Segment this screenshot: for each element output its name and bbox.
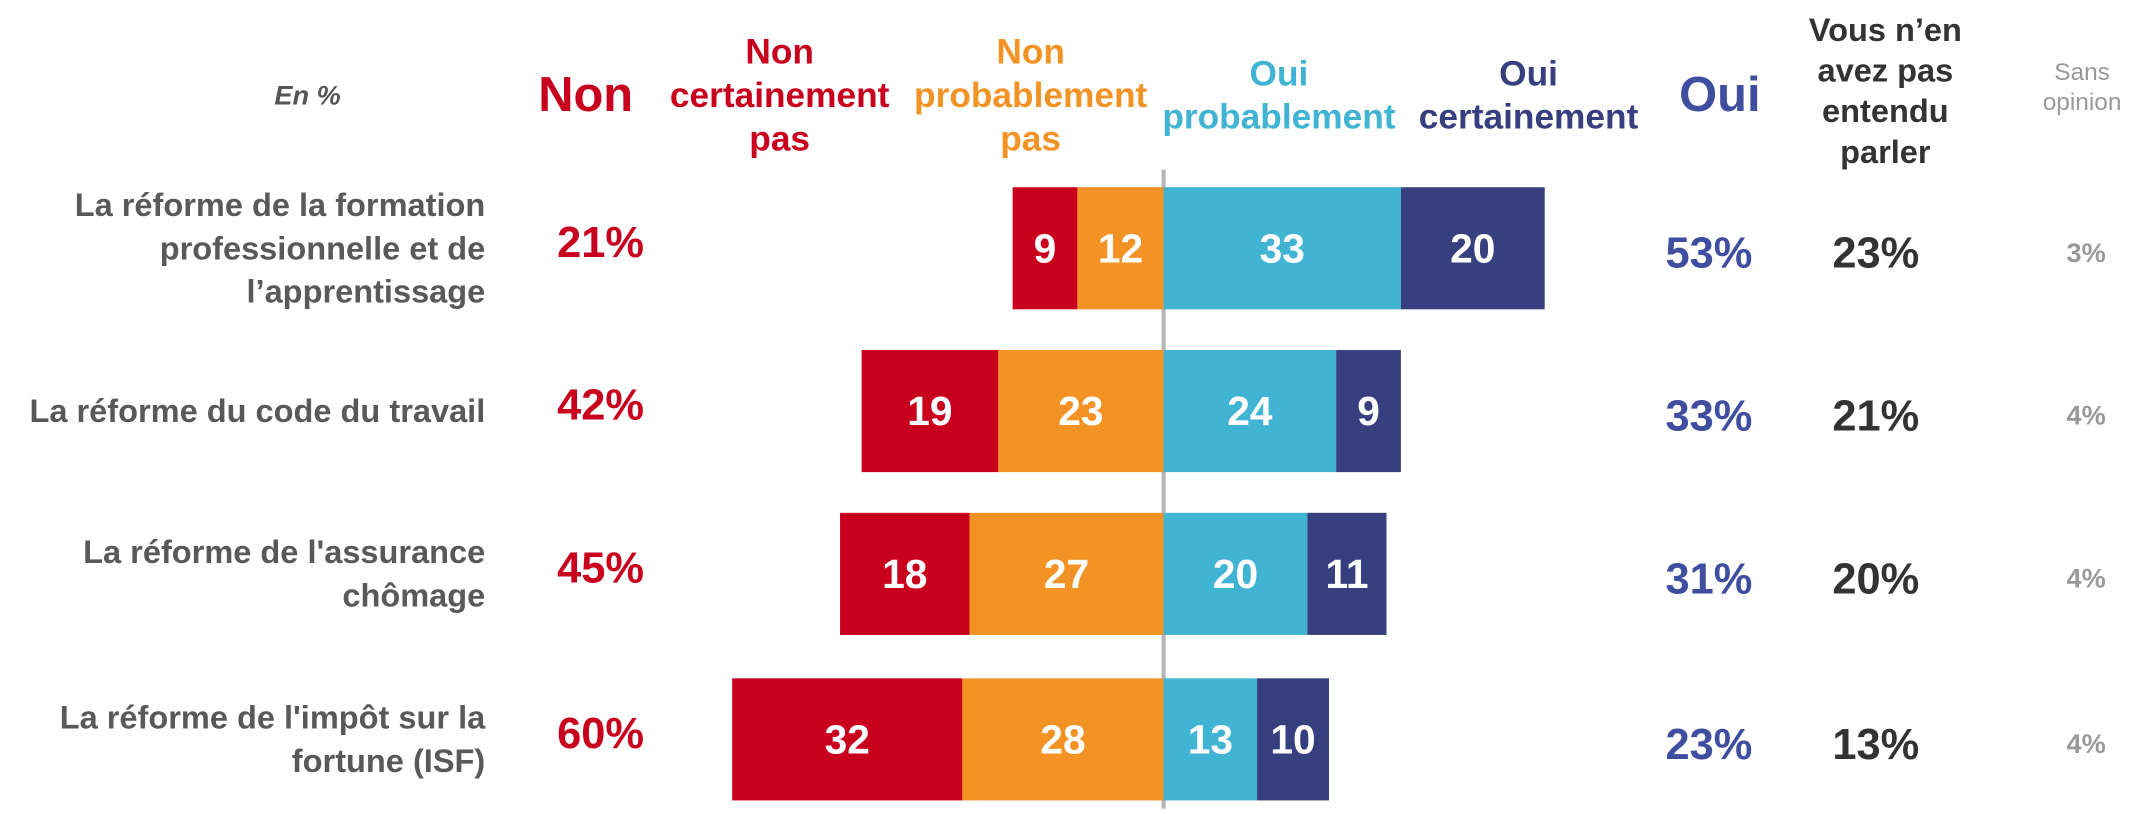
oui-total: 53% xyxy=(1666,230,1753,278)
not-heard-value: 20% xyxy=(1832,555,1919,603)
non-total: 45% xyxy=(557,544,644,592)
legend-label: Oui probablement xyxy=(1162,54,1395,136)
data-label: 32 xyxy=(825,716,870,762)
legend-label: Non certainement pas xyxy=(670,32,890,158)
bar-segment xyxy=(1307,512,1387,635)
not-heard-value: 23% xyxy=(1832,230,1919,278)
data-label: 28 xyxy=(1040,716,1085,762)
data-label: 19 xyxy=(907,388,952,434)
data-label: 20 xyxy=(1213,551,1258,597)
bar-segment xyxy=(1400,187,1545,310)
legend-label: Oui certainement xyxy=(1419,54,1639,136)
bar-segment xyxy=(1163,678,1258,801)
oui-header: Oui xyxy=(1679,68,1760,122)
bar-segment xyxy=(1336,350,1401,473)
data-label: 9 xyxy=(1357,388,1380,434)
oui-total: 23% xyxy=(1666,721,1753,769)
data-label: 12 xyxy=(1098,225,1143,271)
no-opinion-value: 3% xyxy=(2067,237,2106,268)
data-label: 18 xyxy=(882,551,927,597)
category-label: La réforme de l'assurance chômage xyxy=(83,534,485,613)
legend-label: Non probablement pas xyxy=(914,32,1147,158)
data-label: 27 xyxy=(1044,551,1089,597)
no-opinion-value: 4% xyxy=(2067,400,2106,431)
column-header: Vous n’en avez pas entendu parler xyxy=(1809,12,1962,170)
category-label: La réforme de l'impôt sur la fortune (ISF… xyxy=(60,700,486,779)
bar-segment xyxy=(1257,678,1329,801)
data-label: 13 xyxy=(1188,716,1233,762)
column-header: Sans opinion xyxy=(2043,58,2122,115)
category-label: La réforme de la formation professionnell… xyxy=(75,187,486,310)
data-label: 33 xyxy=(1260,225,1305,271)
bar-segment xyxy=(969,512,1164,635)
no-opinion-value: 4% xyxy=(2067,728,2106,759)
data-label: 24 xyxy=(1227,388,1273,434)
non-total: 21% xyxy=(557,219,644,267)
bar-segment xyxy=(1163,512,1308,635)
bar-segment xyxy=(1163,350,1337,473)
category-label: La réforme du code du travail xyxy=(29,393,485,429)
bar-segment xyxy=(1012,187,1078,310)
data-label: 11 xyxy=(1325,551,1368,597)
data-label: 9 xyxy=(1034,225,1057,271)
non-total: 60% xyxy=(557,710,644,758)
data-label: 10 xyxy=(1270,716,1315,762)
data-label: 23 xyxy=(1058,388,1103,434)
oui-total: 33% xyxy=(1666,392,1753,440)
oui-total: 31% xyxy=(1666,555,1753,603)
non-header: Non xyxy=(538,68,633,122)
not-heard-value: 13% xyxy=(1832,721,1919,769)
bar-segment xyxy=(1077,187,1164,310)
no-opinion-value: 4% xyxy=(2067,562,2106,593)
bar-segment xyxy=(1163,187,1401,310)
bar-segment xyxy=(732,678,963,801)
bar-segment xyxy=(840,512,970,635)
data-label: 20 xyxy=(1450,225,1495,271)
non-total: 42% xyxy=(557,382,644,430)
bar-segment xyxy=(861,350,999,473)
bar-segment xyxy=(998,350,1164,473)
not-heard-value: 21% xyxy=(1832,392,1919,440)
bar-segment xyxy=(962,678,1164,801)
note: En % xyxy=(274,79,340,110)
